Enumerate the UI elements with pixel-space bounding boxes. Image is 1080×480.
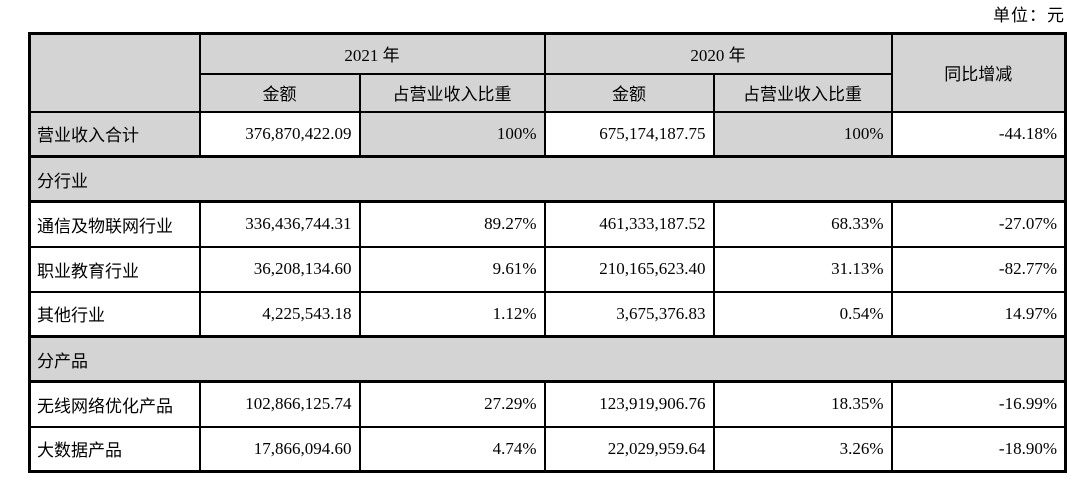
- yoy-cell: -44.18%: [890, 110, 1067, 158]
- ratio-2020-cell: 0.54%: [712, 290, 893, 338]
- year-2021-header: 2021 年: [198, 32, 546, 75]
- yoy-header: 同比增减: [890, 32, 1067, 113]
- year-2020-header: 2020 年: [543, 32, 893, 75]
- amount-2021-cell: 17,866,094.60: [198, 425, 361, 473]
- header-row-subcolumns: 金额 占营业收入比重 金额 占营业收入比重: [30, 72, 1066, 113]
- amount-2020-cell: 461,333,187.52: [543, 200, 715, 248]
- table-body: 营业收入合计 376,870,422.09 100% 675,174,187.75 10…: [28, 110, 1067, 473]
- table-row: 无线网络优化产品 102,866,125.74 27.29% 123,919,906.…: [28, 380, 1067, 428]
- ratio-2021-cell: 4.74%: [358, 425, 546, 473]
- ratio-2021-header: 占营业收入比重: [358, 72, 546, 113]
- section-label-cell: 分行业: [28, 155, 1067, 203]
- table-row: 其他行业 4,225,543.18 1.12% 3,675,376.83 0.54% 14…: [28, 290, 1067, 338]
- ratio-2020-cell: 18.35%: [712, 380, 893, 428]
- ratio-2020-cell: 31.13%: [712, 245, 893, 293]
- label-cell: 营业收入合计: [28, 110, 201, 158]
- yoy-cell: -82.77%: [890, 245, 1067, 293]
- ratio-2021-cell: 27.29%: [358, 380, 546, 428]
- yoy-cell: -18.90%: [890, 425, 1067, 473]
- yoy-cell: -27.07%: [890, 200, 1067, 248]
- amount-2021-header: 金额: [198, 72, 361, 113]
- table-row: 通信及物联网行业 336,436,744.31 89.27% 461,333,187.…: [28, 200, 1067, 248]
- amount-2020-cell: 123,919,906.76: [543, 380, 715, 428]
- table-row: 营业收入合计 376,870,422.09 100% 675,174,187.75 10…: [28, 110, 1067, 158]
- yoy-cell: -16.99%: [890, 380, 1067, 428]
- amount-2021-cell: 336,436,744.31: [198, 200, 361, 248]
- ratio-2021-cell: 1.12%: [358, 290, 546, 338]
- label-cell: 无线网络优化产品: [28, 380, 201, 428]
- ratio-2020-header: 占营业收入比重: [712, 72, 893, 113]
- label-cell: 职业教育行业: [28, 245, 201, 293]
- amount-2020-header: 金额: [543, 72, 715, 113]
- table-row: 大数据产品 17,866,094.60 4.74% 22,029,959.64 3.26…: [28, 425, 1067, 473]
- yoy-cell: 14.97%: [890, 290, 1067, 338]
- ratio-2020-cell: 68.33%: [712, 200, 893, 248]
- label-cell: 通信及物联网行业: [28, 200, 201, 248]
- amount-2021-cell: 36,208,134.60: [198, 245, 361, 293]
- section-row: 分行业: [28, 155, 1067, 203]
- amount-2020-cell: 22,029,959.64: [543, 425, 715, 473]
- amount-2020-cell: 3,675,376.83: [543, 290, 715, 338]
- amount-2020-cell: 210,165,623.40: [543, 245, 715, 293]
- section-label-cell: 分产品: [28, 335, 1067, 383]
- corner-cell: [28, 32, 201, 113]
- amount-2020-cell: 675,174,187.75: [543, 110, 715, 158]
- table-header: 2021 年 2020 年 同比增减 金额 占营业收入比重 金额 占营业收入比重: [28, 32, 1067, 113]
- amount-2021-cell: 4,225,543.18: [198, 290, 361, 338]
- revenue-breakdown-table: 2021 年 2020 年 同比增减 金额 占营业收入比重 金额 占营业收入比重…: [28, 32, 1067, 473]
- label-cell: 其他行业: [28, 290, 201, 338]
- amount-2021-cell: 376,870,422.09: [198, 110, 361, 158]
- amount-2021-cell: 102,866,125.74: [198, 380, 361, 428]
- header-row-groups: 2021 年 2020 年 同比增减: [28, 32, 1067, 113]
- label-cell: 大数据产品: [28, 425, 201, 473]
- ratio-2021-cell: 9.61%: [358, 245, 546, 293]
- table-row: 职业教育行业 36,208,134.60 9.61% 210,165,623.40 31…: [28, 245, 1067, 293]
- ratio-2020-cell: 3.26%: [712, 425, 893, 473]
- ratio-2020-cell: 100%: [712, 110, 893, 158]
- unit-label: 单位：元: [993, 6, 1065, 25]
- ratio-2021-cell: 89.27%: [358, 200, 546, 248]
- ratio-2021-cell: 100%: [358, 110, 546, 158]
- section-row: 分产品: [28, 335, 1067, 383]
